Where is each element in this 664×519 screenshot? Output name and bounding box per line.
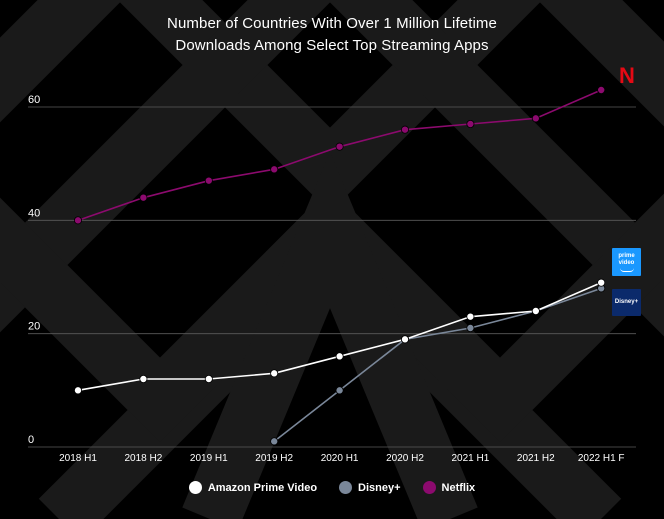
prime-logo-text-2: video [618,259,635,266]
x-axis-ticks: 2018 H1 2018 H2 2019 H1 2019 H2 2020 H1 2020 … [59,453,624,464]
prime-video-logo: prime video [612,248,641,276]
x-tick-label: 2020 H1 [321,453,359,464]
data-point-netflix [204,176,213,185]
y-tick-label: 20 [28,321,40,333]
data-point-amazon-prime-video [335,352,344,361]
data-point-netflix [466,120,475,129]
data-point-netflix [335,142,344,151]
data-point-netflix [270,165,279,174]
data-point-disney- [466,323,475,332]
x-tick-label: 2018 H1 [59,453,97,464]
legend-item: Netflix [422,481,476,494]
chart-title-line-1: Number of Countries With Over 1 Million … [167,15,497,32]
y-tick-label: 60 [28,94,40,106]
legend-label: Disney+ [358,481,401,494]
chart-title-line-2: Downloads Among Select Top Streaming App… [175,37,489,54]
x-tick-label: 2022 H1 F [578,453,625,464]
data-point-netflix [139,193,148,202]
data-point-disney- [270,437,279,446]
legend-marker [422,481,436,494]
legend-label: Netflix [441,481,476,494]
data-point-netflix [400,125,409,134]
data-point-amazon-prime-video [597,278,606,287]
background-stripe [182,151,478,519]
series-line-disney- [273,287,602,442]
disney-plus-logo: Disney+ [612,289,641,316]
prime-smile-icon [619,268,634,272]
data-point-amazon-prime-video [531,306,540,315]
legend-marker [188,481,202,494]
x-tick-label: 2019 H1 [190,453,228,464]
y-tick-label: 40 [28,207,40,219]
data-point-disney- [335,386,344,395]
legend-item: Disney+ [339,481,401,494]
data-point-amazon-prime-video [400,335,409,344]
y-tick-label: 0 [28,434,34,446]
data-point-amazon-prime-video [74,386,83,395]
background-stripe [0,0,664,337]
x-tick-label: 2021 H2 [517,453,555,464]
legend-item: Amazon Prime Video [188,481,318,494]
data-point-amazon-prime-video [466,312,475,321]
data-point-netflix [531,114,540,123]
background-stripe [0,197,352,443]
legend-marker [339,481,353,494]
y-axis-ticks: 0 20 40 60 [28,94,40,446]
data-point-amazon-prime-video [204,374,213,383]
data-point-netflix [74,216,83,225]
data-point-amazon-prime-video [270,369,279,378]
legend-label: Amazon Prime Video [207,481,318,494]
netflix-logo: N [619,63,635,88]
x-tick-label: 2020 H2 [386,453,424,464]
gridlines [28,106,636,448]
legend: Amazon Prime Video Disney+ Netflix [0,481,664,494]
series-points [74,86,606,446]
data-point-amazon-prime-video [139,374,148,383]
x-tick-label: 2021 H1 [451,453,489,464]
prime-logo-text-1: prime [618,252,635,259]
data-point-netflix [597,86,606,95]
x-tick-label: 2019 H2 [255,453,293,464]
x-tick-label: 2018 H2 [124,453,162,464]
